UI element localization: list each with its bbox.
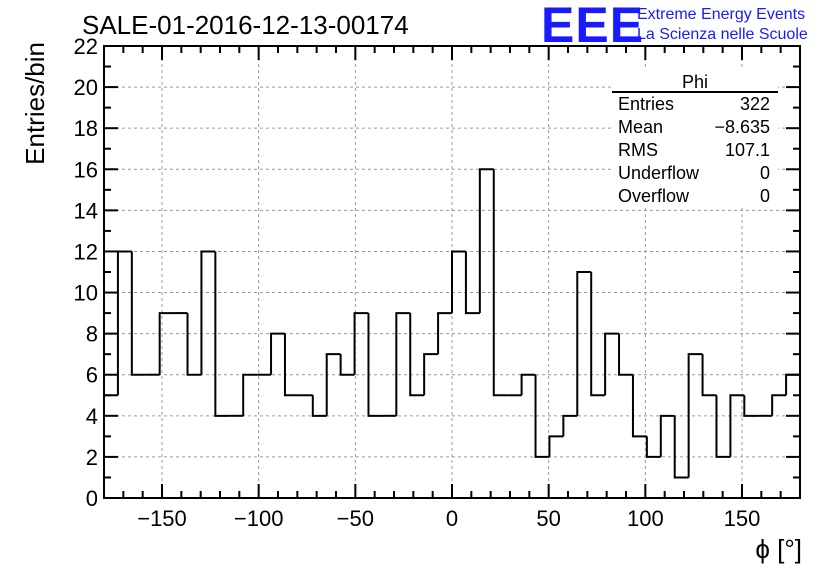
logo-line-2: La Scienza nelle Scuole [637,26,808,43]
y-tick-label: 8 [86,322,98,347]
histogram-bin [270,332,285,375]
histogram-bin [311,395,327,417]
chart-title: SALE-01-2016-12-13-00174 [82,10,409,40]
stats-title: Phi [682,72,708,92]
y-axis-title: Entries/bin [20,42,50,165]
y-tick-label: 22 [74,34,98,59]
histogram-bin [701,354,717,397]
stats-value-overflow: 0 [760,186,770,206]
histogram-bin [590,272,606,397]
histogram-bin [437,312,452,355]
histogram-bin [130,251,146,376]
y-tick-label: 12 [74,239,98,264]
histogram-bin [715,395,731,458]
x-tick-label: 0 [446,506,458,531]
stats-box: Phi Entries 322 Mean −8.635 RMS 107.1 Un… [612,70,778,208]
logo-line-1: Extreme Energy Events [637,6,805,23]
histogram-bin [520,373,536,396]
histogram-bin [395,312,411,416]
x-tick-label: 100 [627,506,664,531]
axis-ticks [104,45,800,499]
histogram-bin [214,251,230,417]
histogram-bin [464,251,480,315]
histogram-bin [423,353,439,396]
histogram-bin [478,168,494,314]
y-tick-label: 14 [74,198,98,223]
x-tick-label: 150 [724,506,761,531]
stats-value-mean: −8.635 [714,117,770,137]
histogram-bin [618,333,633,376]
histogram-bin [771,394,787,416]
stats-value-entries: 322 [740,94,770,114]
x-tick-label: −50 [337,506,374,531]
x-tick-labels: −150 −100 −50 0 50 100 150 [137,506,760,531]
histogram-bin [116,250,132,396]
histogram-bin [548,435,564,457]
y-tick-label: 0 [86,486,98,511]
x-tick-label: −100 [234,506,284,531]
histogram-bin [562,414,578,437]
x-tick-label: 50 [536,506,560,531]
histogram-bin [785,373,800,396]
histogram-bin [158,312,174,375]
histogram-bin [353,312,369,375]
stats-label-rms: RMS [618,140,658,160]
histogram-bin [367,313,383,417]
histogram-bin [242,373,258,416]
histogram-bin [687,353,703,478]
y-tick-label: 6 [86,363,98,388]
y-tick-labels: 0 2 4 6 8 10 12 14 16 18 20 22 [74,34,98,511]
histogram-bin [604,332,620,396]
histogram-bin [186,313,202,376]
stats-label-overflow: Overflow [618,186,690,206]
stats-label-entries: Entries [618,94,674,114]
y-tick-label: 4 [86,404,98,429]
y-tick-label: 16 [74,157,98,182]
y-tick-label: 2 [86,445,98,470]
y-tick-label: 10 [74,281,98,306]
histogram-bin [200,250,216,375]
histogram-bin [451,250,466,314]
x-tick-label: −150 [137,506,187,531]
y-tick-label: 20 [74,75,98,100]
histogram-bin [645,436,661,458]
logo-mark: EEE [541,0,644,53]
histogram-bin [631,374,647,438]
histogram-bin [283,333,299,397]
histogram-bin [325,353,341,416]
histogram [104,168,800,479]
y-tick-label: 18 [74,116,98,141]
stats-label-underflow: Underflow [618,163,700,183]
x-axis-title: ϕ [°] [755,534,802,564]
histogram-bin [659,414,675,457]
stats-value-underflow: 0 [760,163,770,183]
histogram-bin [576,271,592,416]
stats-value-rms: 107.1 [725,140,770,160]
histogram-bin [492,169,508,397]
histogram-bin [534,374,550,458]
histogram-bin [339,354,355,376]
stats-label-mean: Mean [618,117,663,137]
eee-logo: EEE Extreme Energy Events La Scienza nel… [541,0,808,53]
histogram-bin [409,313,425,397]
histogram-bin [729,394,745,457]
histogram-bin [743,395,759,417]
histogram-bin [673,415,689,479]
